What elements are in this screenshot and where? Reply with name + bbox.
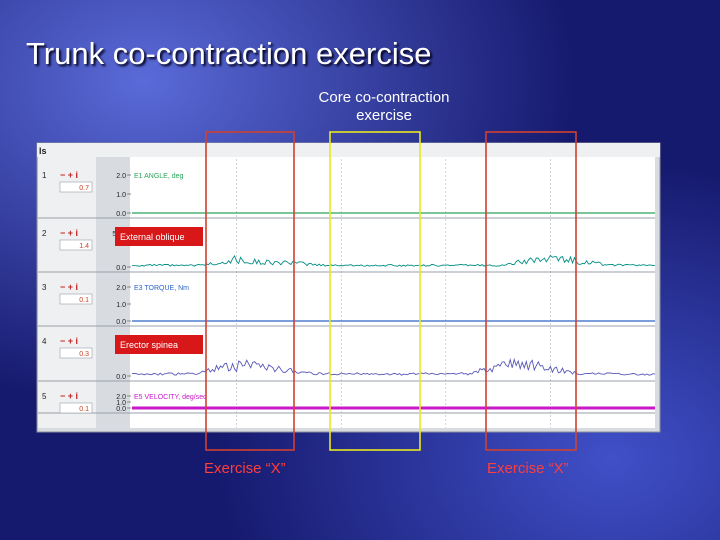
channel-readout: 1.4 (79, 243, 89, 250)
channel-number: 5 (42, 392, 47, 401)
channel-readout-box (59, 239, 93, 251)
y-tick-label: 0.0 (116, 265, 126, 272)
channel-readout-box (59, 347, 93, 359)
channel-controls[interactable]: − + i (60, 336, 78, 346)
channel-title: E1 ANGLE, deg (134, 173, 184, 180)
y-tick-label: 1.0 (116, 302, 126, 309)
y-tick-label: 1.0 (116, 400, 126, 407)
annotation-label: External oblique (120, 232, 185, 242)
exercise-label-left: Exercise “X” (204, 460, 286, 477)
channel-number: 3 (42, 283, 47, 292)
series-line (131, 254, 656, 267)
annotation-label: Erector spinea (120, 340, 178, 350)
exercise-box-left (205, 131, 295, 451)
channel-1: 1 − + i0.7 2.0 1.0 0.0 E1 ANGLE, deg (38, 170, 655, 219)
channel-controls[interactable]: − + i (60, 391, 78, 401)
channel-number: 1 (42, 171, 47, 180)
channel-4: 4 − + i0.3 0.0 Erector spinea (38, 335, 656, 382)
slide-title: Trunk co-contraction exercise (26, 36, 432, 71)
channel-3: 3 − + i0.1 2.0 1.0 0.0 E3 TORQUE, Nm (38, 282, 655, 327)
channel-controls[interactable]: − + i (60, 282, 78, 292)
y-tick-label: 2.0 (116, 173, 126, 180)
channel-number: 2 (42, 229, 47, 238)
channel-controls[interactable]: − + i (60, 228, 78, 238)
channel-readout: 0.3 (79, 351, 89, 358)
channel-column (38, 157, 96, 428)
core-exercise-box (329, 131, 421, 451)
channel-5: 5 − + i0.1 2.01.00.0 E5 VELOCITY, deg/sec (38, 391, 655, 414)
channel-readout: 0.7 (79, 185, 89, 192)
channel-title: E3 TORQUE, Nm (134, 285, 189, 292)
window-toolbar (37, 143, 660, 157)
y-tick-label: 2.0 (116, 394, 126, 401)
annotation-box (115, 335, 203, 354)
toolbar-text: ls (39, 146, 47, 156)
channel-readout: 0.1 (79, 297, 89, 304)
y-tick-label: 0.0 (116, 406, 126, 413)
core-exercise-label: Core co-contraction exercise (318, 89, 450, 124)
channel-title: E5 VELOCITY, deg/sec (134, 394, 207, 401)
y-tick-label: 0.0 (116, 374, 126, 381)
channel-readout: 0.1 (79, 406, 89, 413)
series-line (131, 357, 656, 376)
y-tick-label: 2.0 (116, 285, 126, 292)
y-tick-label: 0.0 (116, 211, 126, 218)
channel-readout-box (59, 402, 93, 414)
plot-panel (130, 157, 655, 428)
y-tick-label: 0.0 (116, 319, 126, 326)
annotation-box (115, 227, 203, 246)
exercise-label-right: Exercise “X” (487, 460, 569, 477)
exercise-box-right (485, 131, 577, 451)
channel-readout-box (59, 181, 93, 193)
channel-readout-box (59, 293, 93, 305)
channel-number: 4 (42, 337, 47, 346)
y-tick-label: 1.0 (116, 192, 126, 199)
channel-controls[interactable]: − + i (60, 170, 78, 180)
